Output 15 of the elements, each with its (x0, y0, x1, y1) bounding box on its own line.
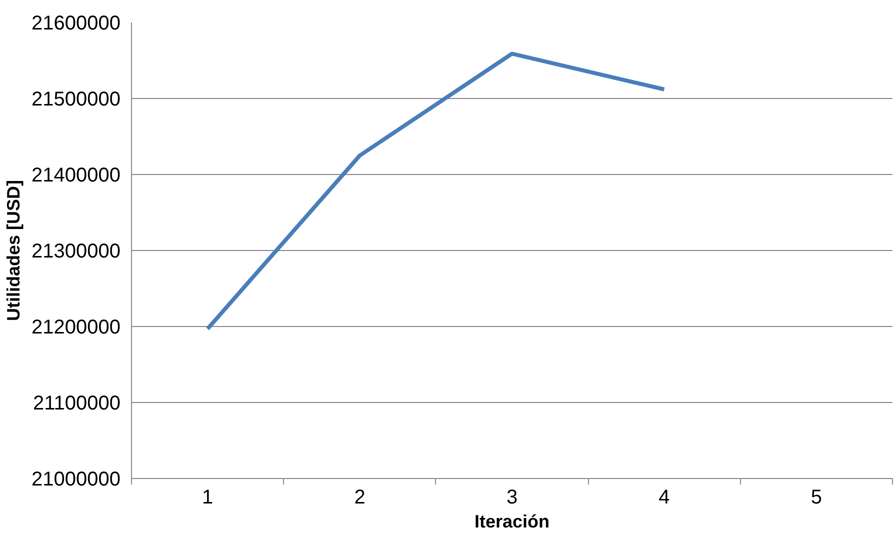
y-tick-label: 21500000 (32, 88, 120, 110)
y-tick-label: 21100000 (33, 392, 120, 414)
y-axis-title: Utilidades [USD] (4, 180, 24, 322)
y-tick-label: 21600000 (32, 12, 120, 34)
y-tick-label: 21300000 (32, 240, 120, 262)
y-tick-label: 21200000 (32, 316, 120, 338)
y-tick-label: 21400000 (32, 164, 120, 186)
line-series (206, 52, 666, 331)
y-tick-label: 21000000 (32, 468, 120, 490)
x-axis-title: Iteración (474, 512, 550, 532)
x-tick-label: 5 (810, 486, 822, 508)
x-tick-label: 4 (658, 486, 670, 508)
x-tick-label: 3 (506, 486, 518, 508)
x-tick-label: 1 (202, 486, 214, 508)
x-tick-label: 2 (354, 486, 366, 508)
